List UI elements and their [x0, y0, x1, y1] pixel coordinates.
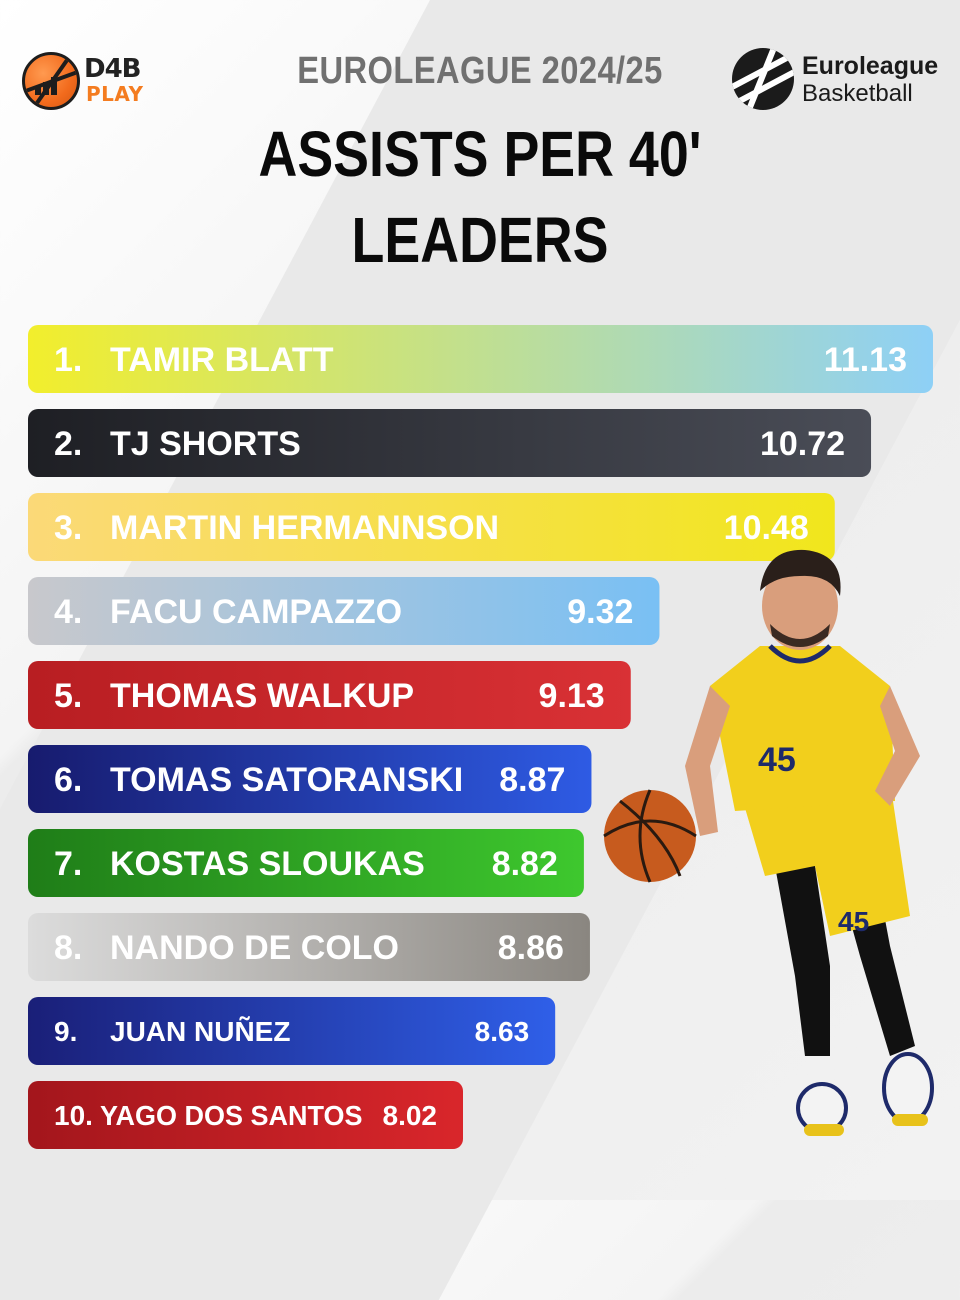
bar: [28, 997, 556, 1065]
bar-rank-label: 1.: [54, 341, 82, 379]
bar-value-label: 8.02: [383, 1100, 438, 1131]
bar-value-label: 10.72: [760, 425, 845, 463]
logo-basketball-text: Basketball: [802, 80, 913, 107]
bar-value-label: 11.13: [824, 341, 907, 379]
bar-row: 7. KOSTAS SLOUKAS 8.82: [28, 829, 584, 897]
bar-category-label: TJ SHORTS: [110, 425, 301, 463]
bar-category-label: TAMIR BLATT: [110, 341, 334, 379]
bar-rank-label: 5.: [54, 677, 82, 715]
bar-value-label: 8.82: [492, 845, 558, 883]
bar-row: 3. MARTIN HERMANNSON 10.48: [28, 493, 835, 561]
euroleague-logo: Euroleague Basketball: [732, 48, 942, 112]
bar-rank-label: 2.: [54, 425, 82, 463]
bar: [28, 745, 592, 813]
bar-category-label: YAGO DOS SANTOS: [100, 1100, 363, 1131]
d4b-play-logo: D4B PLAY: [20, 50, 160, 114]
bar-category-label: NANDO DE COLO: [110, 929, 399, 967]
bar-value-label: 9.13: [539, 677, 605, 715]
bar-row: 1. TAMIR BLATT 11.13: [28, 325, 933, 393]
svg-text:45: 45: [758, 741, 796, 779]
bar-category-label: FACU CAMPAZZO: [110, 593, 402, 631]
bar-category-label: TOMAS SATORANSKI: [110, 761, 463, 799]
bar: [28, 577, 660, 645]
bar-row: 8. NANDO DE COLO 8.86: [28, 913, 590, 981]
logo-d4b-text: D4B: [84, 54, 141, 84]
bar-value-label: 10.48: [724, 509, 809, 547]
bar-rank-label: 7.: [54, 845, 82, 883]
bar-rank-label: 6.: [54, 761, 82, 799]
bar-value-label: 8.87: [499, 761, 565, 799]
bar-value-label: 8.63: [475, 1016, 530, 1047]
page-title: ASSISTS PER 40' LEADERS: [228, 112, 732, 284]
title-line-1: ASSISTS PER 40': [258, 118, 702, 190]
bar-value-label: 9.32: [567, 593, 633, 631]
bar-rank-label: 9.: [54, 1016, 77, 1047]
bar-rank-label: 8.: [54, 929, 82, 967]
bar-row: 10. YAGO DOS SANTOS 8.02: [28, 1081, 463, 1149]
bar-value-label: 8.86: [498, 929, 564, 967]
bar-category-label: MARTIN HERMANNSON: [110, 509, 499, 547]
title-line-2: LEADERS: [351, 203, 609, 276]
bar-row: 9. JUAN NUÑEZ 8.63: [28, 997, 556, 1065]
bar: [28, 325, 933, 393]
bars-layer: 1. TAMIR BLATT 11.13 2. TJ SHORTS 10.72 3. MART…: [28, 325, 933, 1149]
bar-category-label: THOMAS WALKUP: [110, 677, 414, 715]
logo-euroleague-text: Euroleague: [802, 52, 939, 80]
bar-row: 2. TJ SHORTS 10.72: [28, 409, 872, 477]
bar-chart: 1. TAMIR BLATT 11.13 2. TJ SHORTS 10.72 3. MART…: [28, 325, 933, 1149]
bar: [28, 661, 631, 729]
bar-rank-label: 4.: [54, 593, 82, 631]
bar-category-label: KOSTAS SLOUKAS: [110, 845, 425, 883]
bar-row: 4. FACU CAMPAZZO 9.32: [28, 577, 660, 645]
bar: [28, 1081, 463, 1149]
bar: [28, 913, 590, 981]
bar-rank-label: 10.: [54, 1100, 93, 1131]
player-illustration: 45 45: [603, 549, 934, 1136]
bar: [28, 409, 872, 477]
basketball-icon: [22, 52, 80, 110]
svg-text:45: 45: [838, 906, 869, 937]
bar-category-label: JUAN NUÑEZ: [110, 1016, 290, 1047]
bar-row: 5. THOMAS WALKUP 9.13: [28, 661, 631, 729]
bar: [28, 493, 835, 561]
bar-row: 6. TOMAS SATORANSKI 8.87: [28, 745, 592, 813]
bar-rank-label: 3.: [54, 509, 82, 547]
logo-play-text: PLAY: [86, 82, 144, 106]
bar: [28, 829, 584, 897]
euroleague-ball-icon: [732, 48, 794, 110]
season-label: EUROLEAGUE 2024/25: [297, 50, 663, 92]
